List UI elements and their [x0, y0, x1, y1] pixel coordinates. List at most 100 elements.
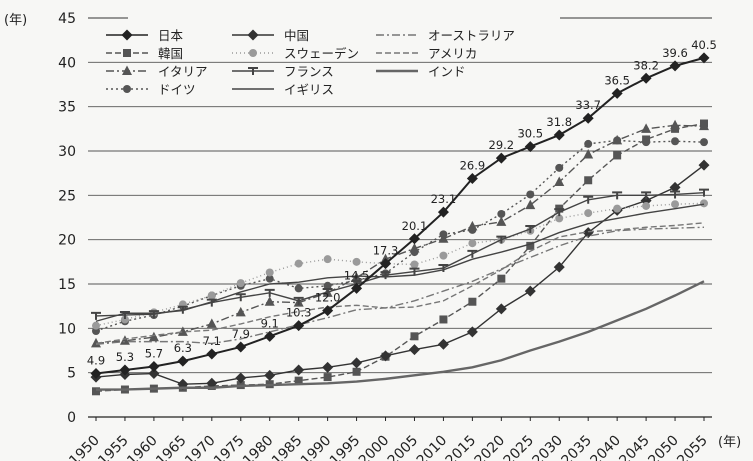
point-韓国-2015: [468, 297, 477, 306]
data-label-1960: 5.7: [145, 346, 163, 360]
point-韓国-2040: [613, 151, 622, 160]
series-インド: [96, 280, 705, 391]
data-label-2015: 26.9: [460, 158, 486, 172]
point-中国-1995: [351, 357, 363, 369]
point-スウェーデン-1955: [120, 315, 129, 324]
y-axis-tick-labels: 0 5 10 15 20 25 30 35 40 45: [58, 11, 76, 426]
legend-label-韓国: 韓国: [158, 46, 183, 61]
data-label-1955: 5.3: [116, 350, 134, 364]
y-tick-45: 45: [58, 11, 76, 27]
point-イタリア-2050: [670, 119, 681, 130]
legend-item-フランス: フランス: [232, 64, 334, 79]
y-axis-unit-label: (年): [4, 13, 27, 28]
line-ドイツ: [95, 139, 705, 332]
point-フランス-2055: [699, 188, 709, 197]
line-アメリカ: [95, 222, 705, 345]
point-ドイツ-1980: [265, 274, 274, 283]
y-tick-35: 35: [58, 100, 76, 116]
y-tick-0: 0: [67, 410, 76, 426]
legend-marker-日本: [121, 29, 133, 41]
point-ドイツ-2045: [642, 138, 651, 147]
data-label-2045: 38.2: [633, 58, 659, 72]
legend-label-スウェーデン: スウェーデン: [284, 46, 359, 61]
point-イタリア-2020: [496, 216, 507, 226]
point-フランス-1980: [264, 288, 275, 297]
point-中国-2015: [466, 326, 478, 338]
legend-label-イタリア: イタリア: [158, 64, 208, 79]
point-韓国-1950: [92, 387, 100, 396]
point-日本-1965: [177, 355, 189, 367]
series-アメリカ: [95, 222, 705, 345]
point-イタリア-1970: [206, 318, 217, 328]
point-フランス-2050: [670, 190, 681, 199]
point-スウェーデン-2010: [439, 251, 448, 260]
line-日本: [95, 56, 705, 375]
point-ドイツ-1990: [323, 281, 332, 290]
x-axis-unit-label: (年): [718, 435, 741, 450]
point-中国-2030: [553, 261, 565, 273]
point-フランス-1960: [148, 310, 159, 319]
point-スウェーデン-2030: [555, 214, 564, 223]
data-label-2030: 31.8: [546, 115, 572, 129]
point-中国-1970: [206, 377, 218, 389]
point-日本-1995: [351, 282, 363, 294]
point-日本-1990: [322, 305, 334, 317]
point-日本-2040: [611, 87, 623, 99]
point-フランス-1970: [206, 298, 217, 307]
point-中国-2025: [524, 285, 536, 297]
point-スウェーデン-1950: [92, 321, 100, 330]
legend-item-スウェーデン: スウェーデン: [232, 46, 359, 61]
point-日本-1980: [264, 330, 276, 342]
point-スウェーデン-1980: [265, 268, 274, 277]
point-中国-1985: [293, 364, 305, 376]
y-tick-30: 30: [58, 144, 76, 160]
point-中国-2050: [669, 181, 681, 193]
legend-marker-スウェーデン: [249, 49, 257, 57]
point-イタリア-1955: [119, 335, 130, 345]
legend-item-オーストラリア: オーストラリア: [376, 28, 515, 43]
point-ドイツ-2020: [497, 209, 506, 218]
point-日本-1955: [119, 364, 131, 376]
line-イタリア: [95, 124, 705, 345]
point-韓国-2005: [410, 332, 419, 341]
point-日本-1950: [90, 368, 102, 380]
point-スウェーデン-1985: [294, 259, 303, 268]
point-日本-2050: [669, 60, 681, 72]
point-スウェーデン-1975: [236, 279, 245, 288]
legend-label-イギリス: イギリス: [284, 82, 334, 97]
data-label-2055: 40.5: [691, 38, 717, 52]
data-label-1990: 12.0: [315, 291, 341, 305]
point-中国-1990: [322, 361, 334, 373]
point-ドイツ-2010: [439, 230, 448, 239]
point-フランス-2035: [583, 195, 594, 204]
data-label-1975: 7.9: [232, 327, 250, 341]
data-label-2010: 23.1: [431, 192, 457, 206]
legend-label-インド: インド: [428, 64, 466, 79]
point-ドイツ-2055: [700, 138, 708, 147]
legend-label-アメリカ: アメリカ: [428, 46, 477, 61]
point-スウェーデン-1990: [323, 255, 332, 264]
point-イタリア-2030: [554, 176, 565, 187]
point-中国-1960: [148, 368, 160, 380]
series-lines: [90, 52, 710, 396]
point-中国-2005: [408, 344, 420, 356]
point-日本-1960: [148, 360, 160, 372]
point-フランス-1985: [293, 296, 304, 305]
data-label-2035: 33.7: [575, 98, 601, 112]
point-イタリア-1980: [264, 296, 275, 306]
point-日本-2030: [553, 129, 565, 141]
legend-item-日本: 日本: [106, 28, 184, 43]
legend-label-中国: 中国: [284, 28, 309, 43]
point-ドイツ-2025: [526, 190, 535, 199]
point-イタリア-1950: [91, 337, 101, 348]
point-スウェーデン-2005: [410, 260, 419, 269]
point-日本-2005: [408, 233, 420, 245]
legend-marker-ドイツ: [123, 85, 131, 93]
data-label-1995: 14.5: [344, 268, 370, 282]
legend-label-フランス: フランス: [284, 64, 334, 79]
point-韓国-1995: [352, 367, 361, 376]
point-フランス-2025: [525, 225, 536, 234]
point-日本-1970: [206, 348, 218, 360]
data-label-1980: 9.1: [261, 316, 279, 330]
